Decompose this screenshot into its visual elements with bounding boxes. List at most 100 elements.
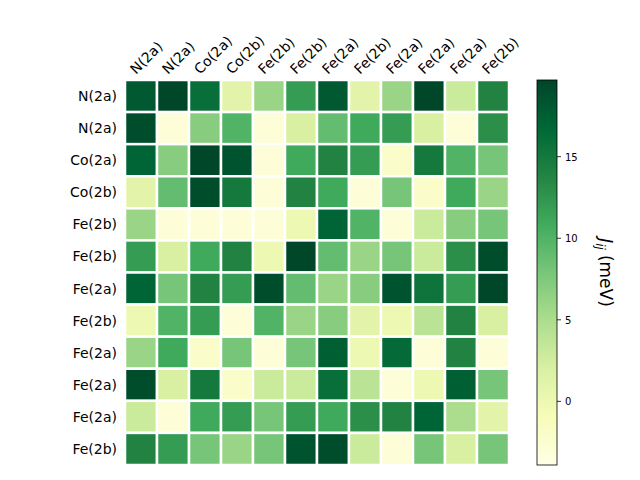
cell bbox=[157, 433, 189, 465]
cell bbox=[349, 240, 381, 272]
x-tick-label: Fe(2b) bbox=[479, 34, 522, 77]
cell bbox=[253, 80, 285, 112]
colorbar-tick-label: 15 bbox=[565, 152, 578, 163]
cell bbox=[317, 273, 349, 305]
y-tick-label: Co(2b) bbox=[70, 184, 117, 200]
cell bbox=[189, 240, 221, 272]
cell bbox=[349, 144, 381, 176]
cell bbox=[189, 305, 221, 337]
cell bbox=[285, 176, 317, 208]
cell bbox=[445, 337, 477, 369]
cell bbox=[253, 337, 285, 369]
x-tick-label: N(2a) bbox=[127, 38, 166, 77]
cell bbox=[349, 176, 381, 208]
cell bbox=[381, 112, 413, 144]
cell bbox=[189, 144, 221, 176]
label-subscript: ij bbox=[593, 243, 607, 250]
cell bbox=[381, 273, 413, 305]
cell bbox=[381, 305, 413, 337]
cell bbox=[349, 80, 381, 112]
cell bbox=[477, 433, 509, 465]
colorbar-tick bbox=[557, 238, 561, 239]
cell bbox=[477, 369, 509, 401]
cell bbox=[125, 208, 157, 240]
y-tick-label: Fe(2a) bbox=[73, 409, 117, 425]
cell bbox=[317, 112, 349, 144]
cell bbox=[317, 369, 349, 401]
cell bbox=[157, 240, 189, 272]
cell bbox=[285, 273, 317, 305]
cell bbox=[381, 433, 413, 465]
cell bbox=[381, 176, 413, 208]
cell bbox=[285, 240, 317, 272]
cell bbox=[349, 208, 381, 240]
cell bbox=[221, 240, 253, 272]
cell bbox=[413, 305, 445, 337]
cell bbox=[445, 273, 477, 305]
cell bbox=[317, 80, 349, 112]
cell bbox=[253, 433, 285, 465]
cell bbox=[381, 337, 413, 369]
cell bbox=[445, 369, 477, 401]
y-tick-label: Fe(2a) bbox=[73, 377, 117, 393]
y-tick-label: Fe(2b) bbox=[72, 313, 117, 329]
colorbar-label: Jij(meV) bbox=[593, 235, 616, 307]
cell bbox=[125, 305, 157, 337]
cell bbox=[189, 369, 221, 401]
colorbar-tick bbox=[557, 401, 561, 402]
chart: N(2a)N(2a) Co(2a) Co(2b) Fe(2b) Fe(2b) Fe(2a)… bbox=[0, 0, 640, 480]
cell bbox=[445, 433, 477, 465]
cell bbox=[477, 305, 509, 337]
cell bbox=[125, 112, 157, 144]
cell bbox=[157, 401, 189, 433]
cell bbox=[381, 208, 413, 240]
cell bbox=[349, 369, 381, 401]
cell bbox=[317, 337, 349, 369]
cell bbox=[381, 240, 413, 272]
cell bbox=[189, 273, 221, 305]
x-tick-label: N(2a) bbox=[159, 38, 198, 77]
cell bbox=[317, 240, 349, 272]
cell bbox=[477, 112, 509, 144]
cell bbox=[125, 401, 157, 433]
cell bbox=[349, 337, 381, 369]
cell bbox=[413, 337, 445, 369]
cell bbox=[189, 176, 221, 208]
cell bbox=[189, 401, 221, 433]
cell bbox=[157, 305, 189, 337]
cell bbox=[413, 80, 445, 112]
cell bbox=[285, 305, 317, 337]
cell bbox=[189, 433, 221, 465]
cell bbox=[221, 305, 253, 337]
cell bbox=[381, 80, 413, 112]
cell bbox=[349, 112, 381, 144]
cell bbox=[157, 369, 189, 401]
cell bbox=[221, 176, 253, 208]
cell bbox=[253, 401, 285, 433]
cell bbox=[253, 112, 285, 144]
y-tick-label: Co(2a) bbox=[70, 152, 117, 168]
cell bbox=[157, 112, 189, 144]
colorbar-tick-label: 10 bbox=[565, 233, 578, 244]
cell bbox=[285, 433, 317, 465]
cell bbox=[253, 305, 285, 337]
cell bbox=[477, 80, 509, 112]
cell bbox=[445, 208, 477, 240]
cell bbox=[381, 369, 413, 401]
cell bbox=[253, 369, 285, 401]
cell bbox=[125, 144, 157, 176]
cell bbox=[157, 176, 189, 208]
cell bbox=[221, 112, 253, 144]
label-symbol: J bbox=[596, 235, 616, 243]
colorbar bbox=[537, 80, 557, 465]
cell bbox=[477, 337, 509, 369]
cell bbox=[285, 208, 317, 240]
cell bbox=[221, 273, 253, 305]
cell bbox=[253, 208, 285, 240]
cell bbox=[189, 337, 221, 369]
colorbar-tick-label: 5 bbox=[565, 315, 571, 326]
cell bbox=[477, 240, 509, 272]
cell bbox=[381, 144, 413, 176]
cell bbox=[157, 144, 189, 176]
cell bbox=[125, 337, 157, 369]
